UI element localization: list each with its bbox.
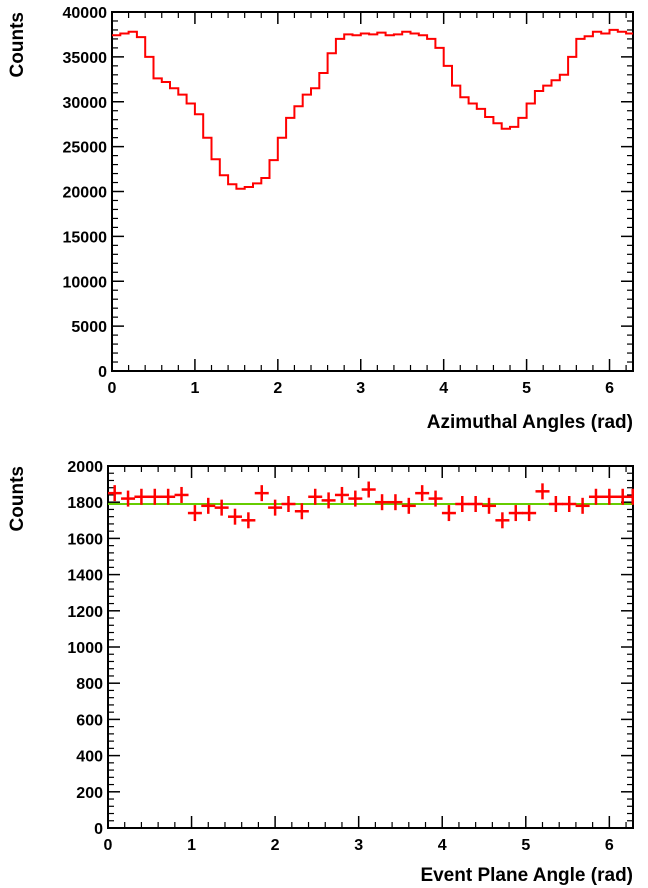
x-tick-label: 1 bbox=[187, 837, 196, 854]
x-tick-label: 6 bbox=[605, 380, 614, 397]
data-point bbox=[254, 485, 269, 502]
x-tick-label: 0 bbox=[108, 380, 117, 397]
top-ticks bbox=[111, 11, 633, 372]
data-point bbox=[428, 490, 443, 507]
data-point bbox=[147, 488, 162, 505]
y-tick-label: 1800 bbox=[67, 495, 103, 512]
x-tick-label: 4 bbox=[438, 837, 447, 854]
bottom-ticks bbox=[107, 465, 633, 829]
data-point bbox=[602, 488, 617, 505]
data-point bbox=[174, 486, 189, 503]
data-point bbox=[201, 497, 216, 514]
y-tick-label: 30000 bbox=[63, 95, 108, 112]
data-point bbox=[361, 481, 376, 498]
data-point bbox=[495, 512, 510, 529]
y-tick-label: 800 bbox=[76, 676, 103, 693]
y-tick-label: 5000 bbox=[71, 319, 107, 336]
y-tick-label: 1000 bbox=[67, 640, 103, 657]
bottom-data-points bbox=[108, 481, 634, 529]
x-tick-label: 6 bbox=[605, 837, 614, 854]
data-point bbox=[562, 496, 577, 513]
data-point bbox=[308, 488, 323, 505]
y-tick-label: 1600 bbox=[67, 531, 103, 548]
y-tick-label: 40000 bbox=[63, 5, 108, 22]
data-point bbox=[508, 505, 523, 522]
x-tick-label: 3 bbox=[356, 380, 365, 397]
x-tick-label: 1 bbox=[190, 380, 199, 397]
top-x-axis-label: Azimuthal Angles (rad) bbox=[427, 412, 633, 433]
data-point bbox=[588, 488, 603, 505]
y-tick-label: 0 bbox=[98, 364, 107, 381]
data-point bbox=[214, 499, 229, 516]
x-tick-label: 2 bbox=[273, 380, 282, 397]
y-tick-label: 600 bbox=[76, 712, 103, 729]
data-point bbox=[535, 483, 550, 500]
bottom-x-axis-label: Event Plane Angle (rad) bbox=[420, 865, 633, 886]
bottom-y-axis-label: Counts bbox=[7, 466, 28, 531]
data-point bbox=[241, 512, 256, 529]
top-panel: 0 5000 10000 15000 20000 25000 30000 35000 40000… bbox=[7, 5, 634, 433]
x-tick-label: 4 bbox=[439, 380, 448, 397]
data-point bbox=[348, 490, 363, 507]
data-point bbox=[522, 505, 537, 522]
bottom-plot-frame bbox=[107, 465, 634, 829]
data-point bbox=[121, 490, 136, 507]
x-tick-label: 5 bbox=[522, 380, 531, 397]
data-point bbox=[415, 485, 430, 502]
x-tick-label: 2 bbox=[271, 837, 280, 854]
data-point bbox=[281, 496, 296, 513]
top-plot-frame bbox=[111, 11, 634, 372]
data-point bbox=[187, 505, 202, 522]
data-point bbox=[468, 496, 483, 513]
y-tick-label: 0 bbox=[94, 821, 103, 838]
y-tick-label: 15000 bbox=[63, 229, 108, 246]
data-point bbox=[441, 505, 456, 522]
top-y-axis-label: Counts bbox=[7, 12, 28, 77]
data-point bbox=[294, 503, 309, 520]
data-point bbox=[548, 496, 563, 513]
bottom-panel: 0 200 400 600 800 1000 1200 1400 1600 1800 2000 0 1… bbox=[7, 459, 634, 886]
data-point bbox=[482, 497, 497, 514]
y-tick-label: 400 bbox=[76, 749, 103, 766]
top-y-tick-labels: 0 5000 10000 15000 20000 25000 30000 35000 40000 bbox=[63, 5, 108, 381]
x-tick-label: 0 bbox=[104, 837, 113, 854]
data-point bbox=[455, 496, 470, 513]
y-tick-label: 1400 bbox=[67, 568, 103, 585]
data-point bbox=[161, 488, 176, 505]
bottom-x-tick-labels: 0 1 2 3 4 5 6 bbox=[104, 837, 614, 854]
data-point bbox=[375, 494, 390, 511]
data-point bbox=[228, 508, 243, 525]
bottom-y-tick-labels: 0 200 400 600 800 1000 1200 1400 1600 1800 2000 bbox=[67, 459, 103, 838]
data-point bbox=[575, 497, 590, 514]
y-tick-label: 10000 bbox=[63, 274, 108, 291]
data-point bbox=[134, 488, 149, 505]
x-tick-label: 3 bbox=[354, 837, 363, 854]
data-point bbox=[321, 492, 336, 509]
data-point bbox=[388, 494, 403, 511]
data-point bbox=[268, 499, 283, 516]
data-point bbox=[401, 497, 416, 514]
x-tick-label: 5 bbox=[521, 837, 530, 854]
data-point bbox=[108, 485, 122, 502]
y-tick-label: 20000 bbox=[63, 185, 108, 202]
data-point bbox=[625, 488, 634, 505]
top-histogram-line bbox=[112, 28, 633, 190]
top-x-tick-labels: 0 1 2 3 4 5 6 bbox=[108, 380, 615, 397]
y-tick-label: 1200 bbox=[67, 604, 103, 621]
y-tick-label: 25000 bbox=[63, 140, 108, 157]
data-point bbox=[334, 486, 349, 503]
y-tick-label: 35000 bbox=[63, 50, 108, 67]
y-tick-label: 200 bbox=[76, 785, 103, 802]
y-tick-label: 2000 bbox=[67, 459, 103, 476]
